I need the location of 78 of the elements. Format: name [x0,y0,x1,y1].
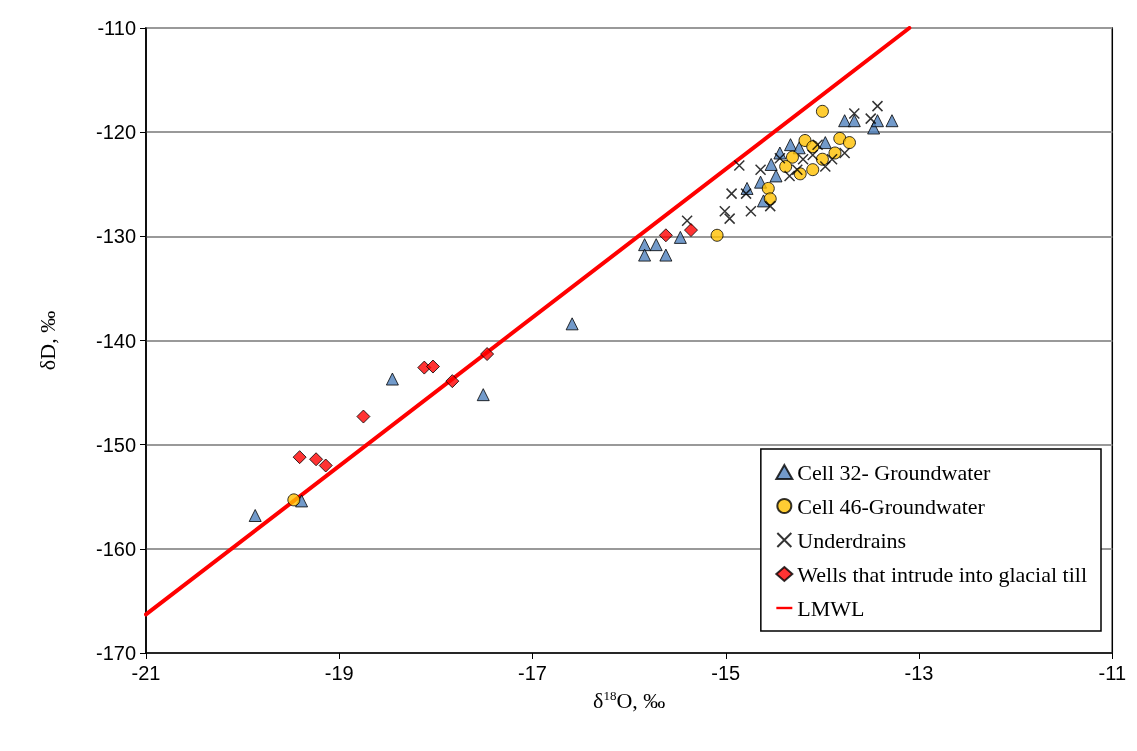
point [826,153,838,165]
point [356,409,371,424]
legend-label: Wells that intrude into glacial till [797,561,1088,587]
point [638,238,652,252]
x-tick-label: -11 [1098,662,1126,684]
point [815,104,829,118]
point [476,388,490,402]
point [838,114,852,128]
x-tick-label: -19 [324,662,354,684]
point [733,159,746,172]
y-tick-label: -110 [97,17,136,39]
point [649,238,663,252]
point [811,138,824,151]
point [848,107,861,120]
x-tick-label: -15 [711,662,741,684]
point [764,157,778,171]
point [445,374,460,389]
point [719,205,731,218]
point [764,200,776,212]
point [885,114,899,128]
point [797,153,809,165]
point [658,228,673,243]
point [723,212,736,225]
x-tick-label: -17 [518,662,547,684]
point [779,160,793,174]
point [806,163,820,177]
point [870,114,884,128]
point [248,509,262,522]
point [842,136,856,150]
point [385,372,399,386]
legend-label: Cell 32- Groundwater [797,459,992,485]
point [480,347,495,362]
point [785,150,799,164]
point [819,160,832,173]
point [818,136,832,150]
point [425,359,440,374]
point [292,450,307,465]
point [838,147,851,159]
legend-label: Underdrains [797,527,907,553]
point [638,248,652,262]
point [791,163,804,176]
y-tick-label: -120 [95,121,136,144]
point [833,131,847,145]
point [659,248,673,262]
point [673,230,687,244]
y-tick-label: -150 [95,433,136,456]
point [754,163,767,176]
point [784,138,798,152]
point [683,223,698,238]
point [783,170,796,182]
y-tick-label: -140 [95,329,136,352]
point [681,214,693,227]
legend-label: LMWL [797,595,865,621]
point [710,228,724,242]
point [565,317,579,331]
point [309,452,324,467]
point [847,114,861,128]
legend-label: Cell 46-Groundwater [797,493,986,519]
x-tick-label: -21 [131,662,161,684]
point [761,181,775,195]
point [295,494,309,508]
point [864,112,877,125]
y-tick-label: -130 [95,225,136,248]
point [318,458,333,473]
point [740,187,752,200]
x-tick-label: -13 [904,662,934,684]
y-tick-label: -170 [95,642,136,664]
y-axis-title: δD, ‰ [34,310,60,371]
point [769,169,783,183]
point [745,205,757,218]
point [806,149,819,161]
point [828,146,842,160]
point [815,152,829,166]
point [871,100,884,112]
point [287,493,301,507]
point [774,152,786,164]
y-tick-label: -160 [95,537,136,560]
point [725,187,738,200]
